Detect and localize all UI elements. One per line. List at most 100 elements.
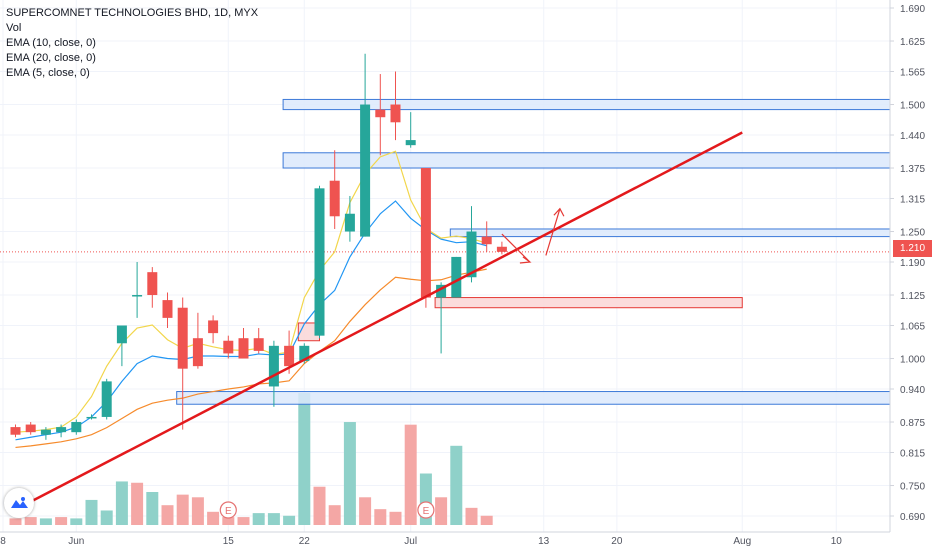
x-tick-label: Jul xyxy=(404,536,417,547)
candle-body xyxy=(284,345,295,367)
earnings-event-icon[interactable]: E xyxy=(219,501,237,519)
volume-bar xyxy=(267,513,280,525)
legend-ema-20[interactable]: EMA (20, close, 0) xyxy=(6,52,96,64)
candle-body xyxy=(208,320,219,334)
y-tick-label: 1.000 xyxy=(900,355,925,366)
candle-body xyxy=(56,427,67,433)
candle-body xyxy=(329,180,340,217)
forecast-arrowhead-down xyxy=(519,256,532,264)
support-zone xyxy=(282,152,891,169)
y-tick-label: 1.190 xyxy=(900,258,925,269)
candle-body xyxy=(238,338,249,359)
candle-body xyxy=(344,213,355,232)
y-tick-label: 1.125 xyxy=(900,291,925,302)
x-tick-label: Aug xyxy=(733,536,751,547)
candle-body xyxy=(451,256,462,298)
support-resistance-zones xyxy=(176,98,891,405)
candle-body xyxy=(192,338,203,367)
volume-bar xyxy=(283,515,296,525)
legend-ema-5[interactable]: EMA (5, close, 0) xyxy=(6,67,90,79)
x-tick-label: 10 xyxy=(831,536,843,547)
candle-body xyxy=(420,168,431,298)
candle-body xyxy=(436,284,447,298)
volume-bar xyxy=(435,497,448,525)
x-tick-label: 8 xyxy=(0,536,6,547)
x-tick-label: 20 xyxy=(611,536,623,547)
y-tick-label: 1.065 xyxy=(900,322,925,333)
y-tick-label: 1.625 xyxy=(900,37,925,48)
candle-body xyxy=(147,272,158,296)
ema-10-line xyxy=(15,200,487,441)
candle-body xyxy=(314,188,325,336)
y-tick-label: 1.690 xyxy=(900,4,925,15)
support-zone xyxy=(449,228,891,238)
volume-bar xyxy=(191,497,204,525)
y-tick-label: 0.750 xyxy=(900,482,925,493)
y-tick-label: 1.565 xyxy=(900,68,925,79)
volume-bar xyxy=(465,507,478,525)
candle-body xyxy=(86,416,97,419)
volume-bar xyxy=(389,511,402,525)
candle-body xyxy=(390,104,401,123)
volume-bar xyxy=(39,518,52,525)
candle-body xyxy=(253,338,264,351)
volume-bar xyxy=(374,509,387,525)
volume-bar xyxy=(480,515,493,525)
axes: 1.690 1.625 1.565 1.500 1.440 1.375 1.315 1.250… xyxy=(0,0,925,547)
y-tick-label: 0.940 xyxy=(900,385,925,396)
volume-bar xyxy=(207,511,220,525)
demand-zone xyxy=(434,297,743,309)
candle-body xyxy=(40,429,51,435)
candle-body xyxy=(496,246,507,252)
y-tick-label: 1.500 xyxy=(900,101,925,112)
y-tick-label: 0.690 xyxy=(900,512,925,523)
volume-bars xyxy=(9,393,493,525)
x-tick-label: Jun xyxy=(68,536,84,547)
candle-body xyxy=(71,422,82,433)
volume-bar xyxy=(146,492,159,525)
y-tick-label: 0.875 xyxy=(900,418,925,429)
earnings-marker-circle xyxy=(417,501,435,519)
candlesticks xyxy=(10,53,507,440)
candle-body xyxy=(101,381,112,417)
volume-bar xyxy=(85,499,98,525)
volume-bar xyxy=(55,517,68,525)
x-tick-label: 22 xyxy=(299,536,311,547)
volume-bar xyxy=(176,494,189,525)
x-tick-label: 13 xyxy=(538,536,550,547)
y-tick-label: 0.815 xyxy=(900,449,925,460)
y-tick-label: 1.250 xyxy=(900,228,925,239)
legend-ema-10[interactable]: EMA (10, close, 0) xyxy=(6,37,96,49)
candle-body xyxy=(481,236,492,245)
earnings-marker-letter: E xyxy=(423,506,430,517)
candle-body xyxy=(132,295,143,297)
ema-20-line xyxy=(15,268,487,449)
candle-body xyxy=(360,104,371,237)
volume-bar xyxy=(161,505,174,525)
candle-body xyxy=(116,325,127,344)
volume-bar xyxy=(100,510,113,525)
volume-bar xyxy=(404,424,417,525)
candle-body xyxy=(25,424,36,433)
x-tick-label: 15 xyxy=(223,536,235,547)
tradingview-logo-icon[interactable] xyxy=(4,488,34,518)
candle-body xyxy=(177,307,188,369)
volume-bar xyxy=(70,518,83,525)
candle-body xyxy=(299,345,310,362)
candle-body xyxy=(375,109,386,118)
support-zone xyxy=(282,98,891,111)
volume-bar xyxy=(131,482,144,525)
earnings-event-icon[interactable]: E xyxy=(417,501,435,519)
volume-bar xyxy=(359,497,372,525)
candle-body xyxy=(466,231,477,278)
legend-volume[interactable]: Vol xyxy=(6,22,22,34)
volume-bar xyxy=(313,486,326,525)
y-tick-label: 1.440 xyxy=(900,131,925,142)
y-tick-label: 1.375 xyxy=(900,164,925,175)
volume-bar xyxy=(450,445,463,525)
symbol-title: SUPERCOMNET TECHNOLOGIES BHD, 1D, MYX xyxy=(6,7,259,19)
forecast-arrowhead-up xyxy=(553,207,565,217)
